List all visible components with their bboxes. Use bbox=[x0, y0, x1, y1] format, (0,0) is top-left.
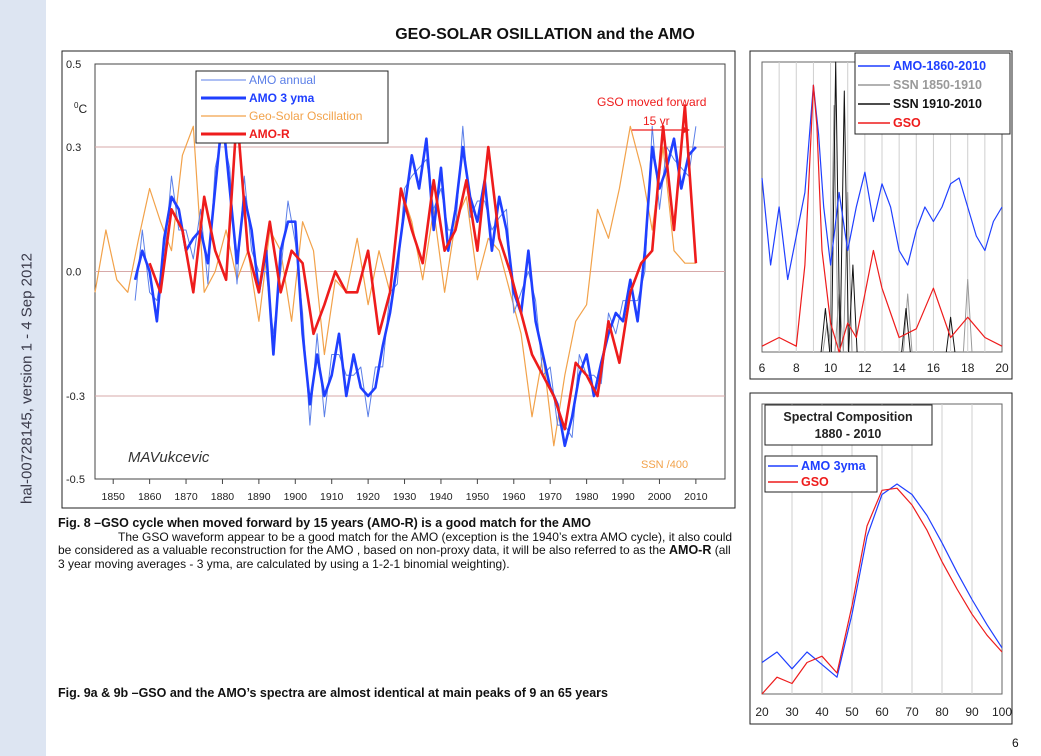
main-x-tick-label: 2010 bbox=[684, 491, 708, 503]
main-x-tick-label: 1990 bbox=[611, 491, 635, 503]
spectrum-b-x-tick-label: 20 bbox=[755, 705, 769, 719]
spectrum-a-x-tick-label: 12 bbox=[858, 361, 872, 375]
amo-1860-2010-line bbox=[761, 84, 1003, 281]
main-x-tick-label: 1920 bbox=[356, 491, 380, 503]
spectrum-a-x-tick-label: 6 bbox=[759, 361, 766, 375]
main-x-tick-label: 1890 bbox=[247, 491, 271, 503]
spectrum-a-legend-label: GSO bbox=[893, 116, 921, 130]
gso-spectrum-a-line bbox=[761, 84, 1003, 353]
ssn-1850-1910-peak bbox=[962, 279, 973, 353]
main-x-tick-label: 2000 bbox=[648, 491, 672, 503]
spectrum-b-x-tick-label: 70 bbox=[905, 705, 919, 719]
spectrum-b-x-tick-label: 60 bbox=[875, 705, 889, 719]
spectrum-a-x-tick-label: 16 bbox=[927, 361, 941, 375]
ssn-1850-1910-peak bbox=[842, 192, 853, 353]
spectrum-b-x-tick-label: 30 bbox=[785, 705, 799, 719]
amo-r-line bbox=[148, 104, 698, 431]
ssn-1850-1910-peak bbox=[829, 105, 839, 353]
fig9-caption: Fig. 9a & 9b –GSO and the AMO’s spectra … bbox=[58, 686, 608, 700]
main-legend-label: Geo-Solar Oscillation bbox=[249, 109, 362, 123]
shift-arrow-head bbox=[682, 126, 690, 134]
main-legend-box bbox=[195, 70, 389, 144]
spectrum-b-x-tick-label: 90 bbox=[965, 705, 979, 719]
main-y-tick-label: 0.5 bbox=[66, 59, 81, 71]
main-y-tick-label: 0.0 bbox=[66, 267, 81, 279]
fig8-caption-body-end: (all 3 year moving averages - 3 yma, are… bbox=[58, 543, 731, 571]
spectrum-b-frame bbox=[749, 392, 1013, 725]
main-chart-frame bbox=[61, 50, 736, 509]
fig8-caption-body: The GSO waveform appear to be a good mat… bbox=[58, 529, 733, 557]
main-x-tick-label: 1860 bbox=[138, 491, 162, 503]
ssn-1850-1910-peak bbox=[902, 293, 913, 353]
spectrum-b-title: Spectral Composition bbox=[783, 410, 912, 424]
ssn-1910-2010-peak bbox=[830, 61, 841, 353]
main-legend-label: AMO 3 yma bbox=[249, 91, 315, 105]
spectrum-a-x-tick-label: 10 bbox=[824, 361, 838, 375]
signature-text: MAVukcevic bbox=[128, 449, 210, 466]
main-x-tick-label: 1940 bbox=[429, 491, 453, 503]
spectrum-a-legend-label: SSN 1910-2010 bbox=[893, 97, 982, 111]
fig8-caption-title: Fig. 8 –GSO cycle when moved forward by … bbox=[58, 516, 591, 530]
main-x-tick-label: 1870 bbox=[174, 491, 198, 503]
ssn-1910-2010-peak bbox=[901, 308, 911, 353]
main-y-tick-label: 0.3 bbox=[66, 142, 81, 154]
main-x-tick-label: 1930 bbox=[393, 491, 417, 503]
main-x-tick-label: 1850 bbox=[102, 491, 126, 503]
spectrum-b-title-box bbox=[764, 404, 933, 446]
fig8-caption-bold: AMO-R bbox=[669, 543, 712, 557]
spectrum-a-frame bbox=[749, 50, 1013, 380]
main-x-tick-label: 1980 bbox=[575, 491, 599, 503]
main-x-tick-label: 1900 bbox=[284, 491, 308, 503]
spectrum-b-x-tick-label: 100 bbox=[992, 705, 1012, 719]
main-x-tick-label: 1950 bbox=[466, 491, 490, 503]
spectrum-a-x-tick-label: 20 bbox=[995, 361, 1009, 375]
amo-3yma-spectrum-line bbox=[761, 483, 1003, 678]
spectrum-a-legend-label: AMO-1860-2010 bbox=[893, 59, 986, 73]
spectrum-a-x-tick-label: 14 bbox=[892, 361, 906, 375]
ssn-annotation: SSN /400 bbox=[641, 459, 688, 471]
main-x-tick-label: 1970 bbox=[539, 491, 563, 503]
main-x-tick-label: 1910 bbox=[320, 491, 344, 503]
main-legend-label: AMO annual bbox=[249, 73, 316, 87]
main-y-axis-label: 0C bbox=[74, 101, 87, 116]
page-number: 6 bbox=[1012, 736, 1019, 750]
ssn-1910-2010-peak bbox=[839, 90, 850, 353]
main-legend-label: AMO-R bbox=[249, 127, 290, 141]
spectrum-b-legend-box bbox=[764, 455, 878, 493]
spectrum-a-x-tick-label: 18 bbox=[961, 361, 975, 375]
main-x-tick-label: 1960 bbox=[502, 491, 526, 503]
gso-moved-annotation: GSO moved forward bbox=[597, 95, 706, 109]
ssn-1910-2010-peak bbox=[820, 308, 831, 353]
main-y-tick-label: -0.5 bbox=[66, 474, 85, 486]
spectrum-b-x-tick-label: 50 bbox=[845, 705, 859, 719]
main-y-tick-label: -0.3 bbox=[66, 391, 85, 403]
spectrum-b-x-tick-label: 40 bbox=[815, 705, 829, 719]
fig8-caption: Fig. 8 –GSO cycle when moved forward by … bbox=[58, 516, 738, 571]
main-chart-title: GEO-SOLAR OSILLATION and the AMO bbox=[395, 26, 695, 43]
spectrum-b-x-tick-label: 80 bbox=[935, 705, 949, 719]
spectrum-a-legend-label: SSN 1850-1910 bbox=[893, 78, 982, 92]
spectrum-b-legend-label: AMO 3yma bbox=[801, 459, 867, 473]
gso-spectrum-b-line bbox=[761, 487, 1003, 695]
ssn-1910-2010-peak bbox=[848, 264, 858, 353]
main-x-tick-label: 1880 bbox=[211, 491, 235, 503]
ssn-1910-2010-peak bbox=[945, 316, 956, 353]
shift-annotation: 15 yr bbox=[643, 114, 670, 128]
spectrum-b-legend-label: GSO bbox=[801, 475, 829, 489]
sidebar bbox=[0, 0, 46, 756]
spectrum-a-x-tick-label: 8 bbox=[793, 361, 800, 375]
spectrum-b-subtitle: 1880 - 2010 bbox=[815, 427, 882, 441]
